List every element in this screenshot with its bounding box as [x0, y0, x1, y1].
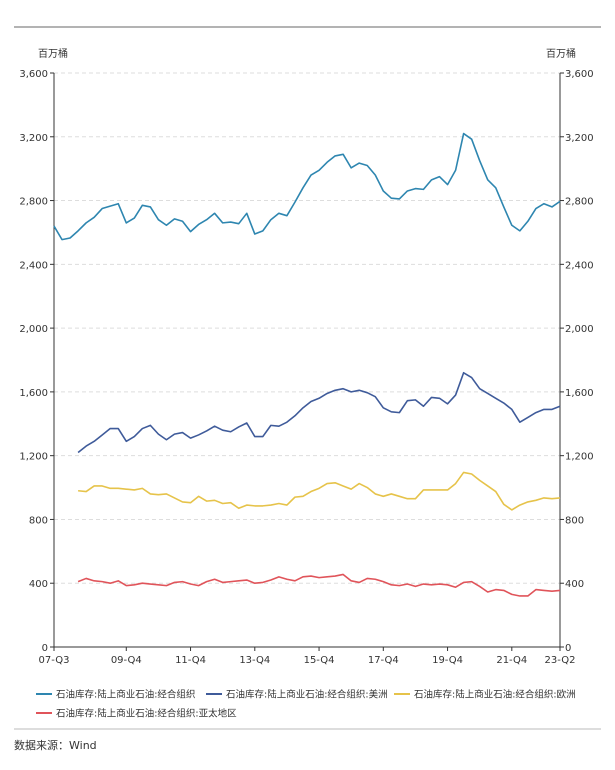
y-tick-label-left: 2,000 [19, 324, 48, 335]
y-tick-label-right: 800 [565, 515, 584, 526]
y-tick-label-left: 2,400 [19, 260, 48, 271]
legend-label: 石油库存:陆上商业石油:经合组织:美洲 [226, 689, 388, 701]
data-source-note: 数据来源：Wind [14, 739, 97, 752]
x-tick-label: 07-Q3 [39, 655, 70, 666]
legend-label: 石油库存:陆上商业石油:经合组织:亚太地区 [56, 708, 237, 720]
legend-label: 石油库存:陆上商业石油:经合组织 [56, 689, 195, 701]
y-tick-label-right: 2,400 [565, 260, 594, 271]
y-tick-label-right: 1,200 [565, 452, 594, 463]
y-tick-label-left: 0 [42, 643, 48, 654]
y-unit-left: 百万桶 [38, 47, 68, 60]
x-tick-label: 15-Q4 [304, 655, 335, 666]
series-lines [53, 132, 561, 597]
y-tick-label-left: 400 [29, 579, 48, 590]
y-tick-label-left: 3,600 [19, 69, 48, 80]
legend-label: 石油库存:陆上商业石油:经合组织:欧洲 [414, 689, 576, 701]
y-tick-label-left: 2,800 [19, 197, 48, 208]
x-tick-label: 17-Q4 [368, 655, 399, 666]
series-line [78, 471, 561, 511]
x-tick-label: 13-Q4 [239, 655, 270, 666]
y-tick-label-left: 1,600 [19, 388, 48, 399]
y-tick-label-right: 3,600 [565, 69, 594, 80]
x-tick-label: 21-Q4 [496, 655, 527, 666]
y-tick-label-right: 0 [565, 643, 571, 654]
series-line [77, 573, 561, 597]
x-tick-label: 11-Q4 [175, 655, 206, 666]
y-tick-label-left: 800 [29, 515, 48, 526]
y-unit-right: 百万桶 [546, 47, 576, 60]
y-tick-label-right: 2,000 [565, 324, 594, 335]
x-tick-label: 09-Q4 [111, 655, 142, 666]
y-tick-label-right: 2,800 [565, 197, 594, 208]
legend: 石油库存:陆上商业石油:经合组织 石油库存:陆上商业石油:经合组织:美洲 石油库存:… [36, 689, 576, 720]
y-tick-label-right: 400 [565, 579, 584, 590]
gridlines [54, 72, 560, 584]
top-rule [14, 26, 601, 730]
x-tick-label: 19-Q4 [432, 655, 463, 666]
series-line [77, 371, 561, 454]
axes: 0 0 400 400 800 800 1,200 1,200 1,600 1,600 2,000 2… [19, 47, 593, 666]
x-tick-label: 23-Q2 [545, 655, 576, 666]
y-tick-label-right: 3,200 [565, 133, 594, 144]
y-tick-label-left: 3,200 [19, 133, 48, 144]
y-tick-label-right: 1,600 [565, 388, 594, 399]
y-tick-label-left: 1,200 [19, 452, 48, 463]
series-line [53, 132, 561, 241]
